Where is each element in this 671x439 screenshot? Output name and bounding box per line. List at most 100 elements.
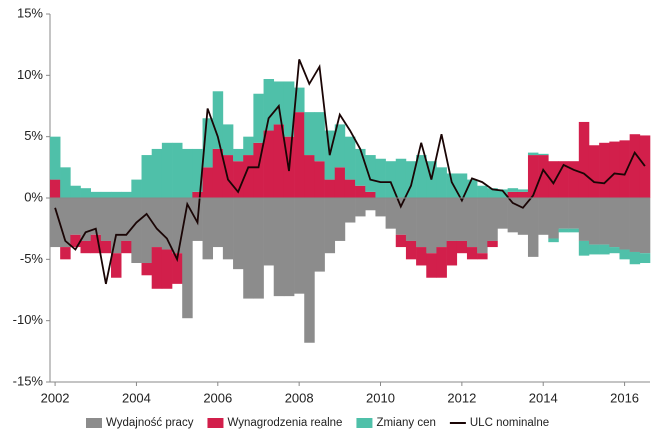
bar xyxy=(405,240,417,260)
bar xyxy=(121,240,132,254)
bar xyxy=(90,198,102,235)
bar xyxy=(355,198,366,217)
bar xyxy=(487,240,498,248)
bar xyxy=(517,198,529,235)
bar xyxy=(568,228,580,233)
bar xyxy=(334,198,346,241)
bar xyxy=(527,152,539,156)
bar xyxy=(243,136,254,156)
bar xyxy=(222,198,234,260)
bar xyxy=(446,240,458,266)
legend-label: Zmiany cen xyxy=(376,417,435,429)
bar xyxy=(578,121,590,198)
bar xyxy=(111,253,122,278)
bar xyxy=(629,198,641,252)
bar xyxy=(405,161,417,198)
bar xyxy=(70,198,81,235)
bar xyxy=(202,198,214,260)
bar xyxy=(619,198,630,250)
bar xyxy=(314,198,325,272)
bar xyxy=(182,198,193,319)
bar xyxy=(60,167,71,198)
bar xyxy=(80,188,91,198)
bar xyxy=(639,135,651,198)
bar xyxy=(477,198,488,254)
legend-label: ULC nominalne xyxy=(470,417,549,429)
bar xyxy=(161,249,173,289)
bar xyxy=(395,198,407,235)
y-tick-label: -10% xyxy=(13,312,44,327)
bar xyxy=(639,198,651,254)
bar xyxy=(578,240,590,256)
bar xyxy=(395,234,407,248)
bar xyxy=(385,198,397,229)
bar xyxy=(70,234,81,248)
bar xyxy=(161,198,173,250)
bar xyxy=(212,91,224,149)
bar xyxy=(121,198,132,241)
bar xyxy=(355,185,366,198)
bar xyxy=(233,198,244,270)
legend-label: Wydajność pracy xyxy=(106,417,194,429)
bar xyxy=(273,124,285,198)
bar xyxy=(568,198,580,229)
bar xyxy=(497,189,508,198)
bar xyxy=(588,145,600,198)
bar xyxy=(294,112,305,198)
bar xyxy=(233,148,244,162)
bar xyxy=(111,198,122,254)
bar xyxy=(60,247,71,260)
bar xyxy=(487,198,498,241)
legend-swatch xyxy=(356,418,373,428)
y-tick-label: 15% xyxy=(17,5,43,20)
bar xyxy=(446,198,458,241)
bar xyxy=(416,155,427,198)
x-tick-label: 2006 xyxy=(203,390,232,405)
bar xyxy=(629,134,641,198)
y-tick-label: 0% xyxy=(24,189,43,204)
bar xyxy=(90,191,102,198)
bar xyxy=(426,253,437,278)
bar xyxy=(416,247,427,266)
bar xyxy=(60,198,71,248)
bar xyxy=(385,161,397,198)
bar xyxy=(151,198,163,248)
bar xyxy=(131,198,142,264)
bar xyxy=(395,158,407,198)
bar xyxy=(283,81,295,137)
bar xyxy=(375,158,386,198)
bar xyxy=(588,198,600,245)
y-tick-label: 10% xyxy=(17,67,43,82)
bar xyxy=(609,247,620,254)
bar xyxy=(599,244,610,255)
bar xyxy=(344,179,356,198)
bar xyxy=(507,191,519,198)
bar xyxy=(100,198,112,241)
legend-swatch xyxy=(86,418,102,428)
bar xyxy=(477,253,488,260)
bar xyxy=(436,247,447,278)
bar xyxy=(517,191,529,198)
bar xyxy=(609,198,620,248)
bar xyxy=(304,155,315,198)
bar xyxy=(212,198,224,248)
bar xyxy=(609,141,620,198)
bar xyxy=(151,247,163,289)
bar xyxy=(456,240,468,254)
bar xyxy=(365,155,376,192)
bar xyxy=(588,244,600,255)
bar xyxy=(507,188,519,192)
x-tick-label: 2002 xyxy=(41,390,70,405)
bar xyxy=(141,263,152,276)
bar xyxy=(548,161,559,198)
bar xyxy=(466,198,478,248)
x-tick-label: 2004 xyxy=(122,390,151,405)
bar xyxy=(151,148,163,198)
bar xyxy=(507,198,519,233)
bar xyxy=(334,167,346,198)
bar xyxy=(619,249,630,260)
bar xyxy=(599,198,610,245)
bar xyxy=(111,191,122,198)
bar xyxy=(90,234,102,254)
